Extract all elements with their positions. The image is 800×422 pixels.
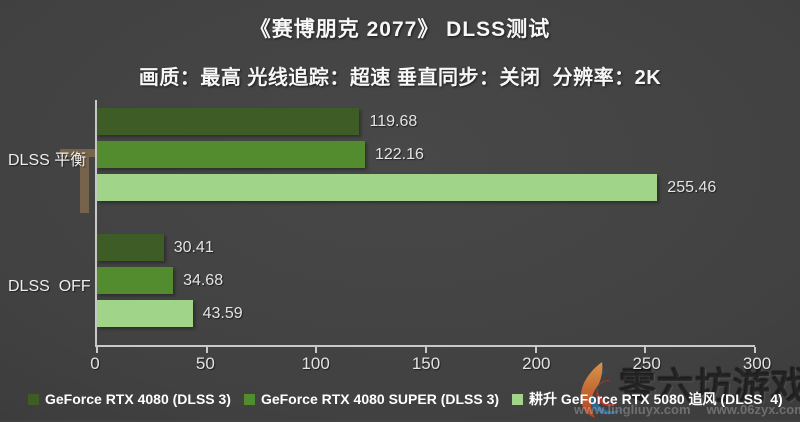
bar-value-label: 30.41 (173, 238, 214, 256)
bar-row: 119.68 (97, 108, 755, 135)
x-axis-tick (425, 347, 427, 353)
bar-value-label: 34.68 (183, 271, 224, 289)
x-tick-label: 200 (522, 354, 551, 373)
legend-label: 耕升 GeForce RTX 5080 追风 (DLSS 4) (529, 391, 783, 407)
x-axis-tick (205, 347, 208, 353)
bar-row: 34.68 (97, 267, 755, 294)
plot-area: 119.68 122.16 255.46 30.41 34.68 43.59 (95, 100, 756, 353)
bar-rtx4080super-off (97, 267, 174, 294)
chart-subtitle: 画质：最高 光线追踪：超速 垂直同步：关闭 分辨率：2K (138, 67, 662, 89)
chart-title: 《赛博朋克 2077》 DLSS测试 (249, 18, 551, 41)
x-tick-label: 0 (90, 354, 100, 373)
bar-rtx5080-off (97, 300, 193, 327)
x-axis-tick (315, 347, 318, 353)
x-tick-label: 150 (411, 354, 441, 373)
bar-value-label: 119.68 (369, 112, 418, 130)
legend-item-rtx5080: 耕升 GeForce RTX 5080 追风 (DLSS 4) (512, 389, 783, 409)
legend-swatch-light-green (512, 393, 524, 405)
bar-group-dlss-off: 30.41 34.68 43.59 (97, 234, 755, 327)
x-axis-tick (754, 347, 756, 353)
legend-label: GeForce RTX 4080 (DLSS 3) (45, 391, 231, 407)
bar-value-label: 255.46 (667, 178, 717, 196)
bar-value-label: 43.59 (202, 304, 243, 322)
bar-row: 122.16 (97, 141, 755, 168)
legend-swatch-dark-green (28, 393, 39, 405)
x-tick-label: 50 (195, 354, 215, 373)
legend: GeForce RTX 4080 (DLSS 3) GeForce RTX 40… (28, 389, 783, 409)
bar-rtx4080-balanced (97, 108, 360, 135)
category-label-dlss-off: DLSS OFF (8, 278, 91, 295)
legend-item-rtx4080super: GeForce RTX 4080 SUPER (DLSS 3) (243, 391, 500, 407)
site-logo-icon (580, 361, 624, 419)
watermark-url: www.06zyx.com (706, 402, 800, 417)
site-watermark-text: 零六坊游戏 (619, 366, 800, 407)
watermark-fragment-stroke (80, 157, 89, 213)
legend-label: GeForce RTX 4080 SUPER (DLSS 3) (260, 391, 500, 407)
bar-row: 255.46 (97, 174, 755, 201)
legend-swatch-medium-green (243, 393, 255, 405)
site-watermark-urls: www.lingliuyx.com www.06zyx.com (574, 402, 800, 417)
x-axis-tick (534, 347, 537, 353)
bar-row: 43.59 (97, 300, 755, 327)
x-tick-label: 250 (632, 354, 661, 373)
x-tick-label: 100 (301, 354, 330, 373)
x-tick-label: 300 (742, 354, 772, 373)
bar-row: 30.41 (97, 234, 755, 261)
bar-value-label: 122.16 (374, 145, 424, 163)
bar-group-dlss-balanced: 119.68 122.16 255.46 (97, 100, 755, 201)
bar-rtx4080super-balanced (97, 141, 365, 168)
x-axis-tick (644, 347, 647, 353)
watermark-fragment-stroke (60, 149, 98, 157)
x-axis-tick-labels: 0 50 100 150 200 250 300 (90, 354, 771, 376)
x-axis-tick (96, 347, 98, 353)
watermark-url: www.lingliuyx.com (574, 402, 691, 417)
category-label-dlss-balanced: DLSS 平衡 (8, 152, 87, 169)
legend-item-rtx4080: GeForce RTX 4080 (DLSS 3) (28, 391, 231, 407)
bar-rtx5080-balanced (97, 174, 658, 201)
bar-rtx4080-off (97, 234, 164, 261)
